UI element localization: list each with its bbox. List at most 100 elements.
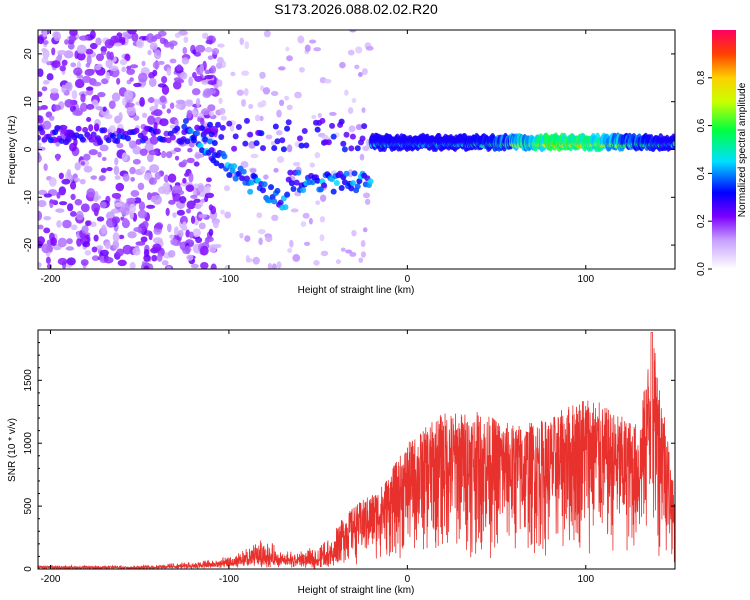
spectrogram-cell <box>218 133 225 140</box>
colorbar-tick-label: 0.8 <box>696 70 707 84</box>
spectrogram-y-ticks: -20 -10 0 10 20 <box>23 48 675 252</box>
spectrogram-cell <box>151 254 158 262</box>
spectrogram-cell <box>343 170 350 177</box>
spectrogram-cell <box>302 212 310 219</box>
spectrogram-cell <box>290 208 299 213</box>
spectrogram-cell <box>174 32 181 39</box>
spectrogram-cell <box>271 145 278 152</box>
spectrogram-cell <box>218 162 225 169</box>
spectrogram-cell <box>50 237 57 247</box>
snr-y-ticks: 0 500 1000 1500 <box>23 329 675 572</box>
spectrogram-cell <box>64 39 69 45</box>
spectrogram-cell <box>89 30 96 40</box>
spectrogram-cell <box>132 145 142 155</box>
spectrogram-cell <box>121 66 127 73</box>
spectrogram-cell <box>139 148 148 156</box>
snr-x-tick-label: 0 <box>405 574 411 585</box>
spectrogram-cell <box>361 68 368 76</box>
spectrogram-cell <box>364 198 371 205</box>
spectrogram-cell <box>190 194 198 199</box>
spectrogram-cell <box>153 33 162 40</box>
spectrogram-cell <box>129 166 136 175</box>
spectrogram-cell <box>235 124 242 131</box>
spectrogram-cell <box>38 106 44 111</box>
spectrogram-cell <box>214 243 222 248</box>
spectrogram-cell <box>149 164 160 173</box>
snr-x-label: Height of straight line (km) <box>298 585 415 596</box>
spectrogram-cell <box>166 223 172 233</box>
spectrogram-cell <box>143 254 151 262</box>
spectrogram-cell <box>195 237 203 244</box>
spectrogram-cell <box>129 203 136 214</box>
spectrogram-cell <box>95 245 104 250</box>
spectrogram-cell <box>129 64 139 69</box>
spectrogram-cell <box>99 201 107 209</box>
spectrogram-cell <box>223 185 231 192</box>
spectrogram-cell <box>85 86 94 91</box>
spectrogram-cell <box>265 234 273 243</box>
spectrogram-cell <box>38 224 44 230</box>
spectrogram-cell <box>115 182 125 192</box>
spectrogram-cell <box>272 123 279 130</box>
spectrogram-cell <box>87 69 96 74</box>
spectrogram-cell <box>277 199 284 206</box>
spectrogram-cell <box>207 80 217 86</box>
spectrogram-cell <box>212 220 219 229</box>
spectrogram-cell <box>309 179 316 186</box>
spectrogram-cell <box>105 59 113 68</box>
spectrogram-cell <box>147 115 156 125</box>
spectrogram-cell <box>236 89 244 96</box>
spectrogram-cell <box>172 192 181 202</box>
spectrogram-cell <box>357 71 363 77</box>
spectrogram-cell <box>106 51 112 60</box>
spectrogram-cell <box>42 30 48 38</box>
spectrogram-cell <box>140 236 148 243</box>
spectrogram-cell <box>52 104 61 111</box>
spectrogram-cell <box>51 47 56 56</box>
spectrogram-cell <box>186 254 194 261</box>
spectrogram-cell <box>231 145 238 152</box>
spectrogram-cell <box>235 170 242 177</box>
spectrogram-cell <box>146 192 152 201</box>
spectrogram-cell <box>367 178 374 185</box>
spectrogram-cell <box>147 97 155 103</box>
spectrogram-cell <box>105 137 112 144</box>
spectrogram-cell <box>348 185 355 192</box>
spectrogram-cell <box>97 139 104 146</box>
snr-frame <box>37 329 676 570</box>
spectrogram-cell <box>70 193 76 201</box>
spectrogram-cell <box>298 142 305 149</box>
spectrogram-cell <box>202 136 209 143</box>
spectrogram-cell <box>275 130 283 136</box>
spectrogram-cell <box>122 173 130 182</box>
spectrogram-cell <box>208 131 215 138</box>
spectrogram-cell <box>38 154 42 163</box>
spectrogram-cell <box>185 184 195 192</box>
spectrogram-cell <box>153 49 162 60</box>
snr-x-tick-label: -200 <box>40 574 60 585</box>
spectrogram-cell <box>296 135 303 142</box>
spectrogram-cell <box>178 30 188 36</box>
spectrogram-cell <box>41 57 49 64</box>
spectrogram-cell <box>66 203 74 212</box>
spectrogram-cell <box>219 124 226 131</box>
spectrogram-cell <box>206 177 212 183</box>
spectrogram-cell <box>263 30 271 38</box>
spectrogram-cell <box>179 196 187 204</box>
spectrogram-cell <box>74 78 85 89</box>
spectrogram-cell <box>348 125 356 133</box>
spectrogram-cell <box>182 221 187 230</box>
spectrogram-cell <box>218 97 223 105</box>
spectrogram-cell <box>175 99 186 105</box>
spectrogram-cell <box>169 234 175 239</box>
spectrogram-cell <box>186 157 195 164</box>
spectrogram-cell <box>333 180 340 187</box>
spectrogram-cell <box>58 186 67 196</box>
spectrogram-cell <box>66 169 72 177</box>
spectrogram-cell <box>101 78 109 85</box>
spectrogram-cell <box>293 179 300 186</box>
spectrogram-cell <box>274 138 281 145</box>
spectrogram-cell <box>82 241 91 248</box>
spectrogram-cell <box>303 142 310 149</box>
spectrogram-cell <box>109 133 116 140</box>
